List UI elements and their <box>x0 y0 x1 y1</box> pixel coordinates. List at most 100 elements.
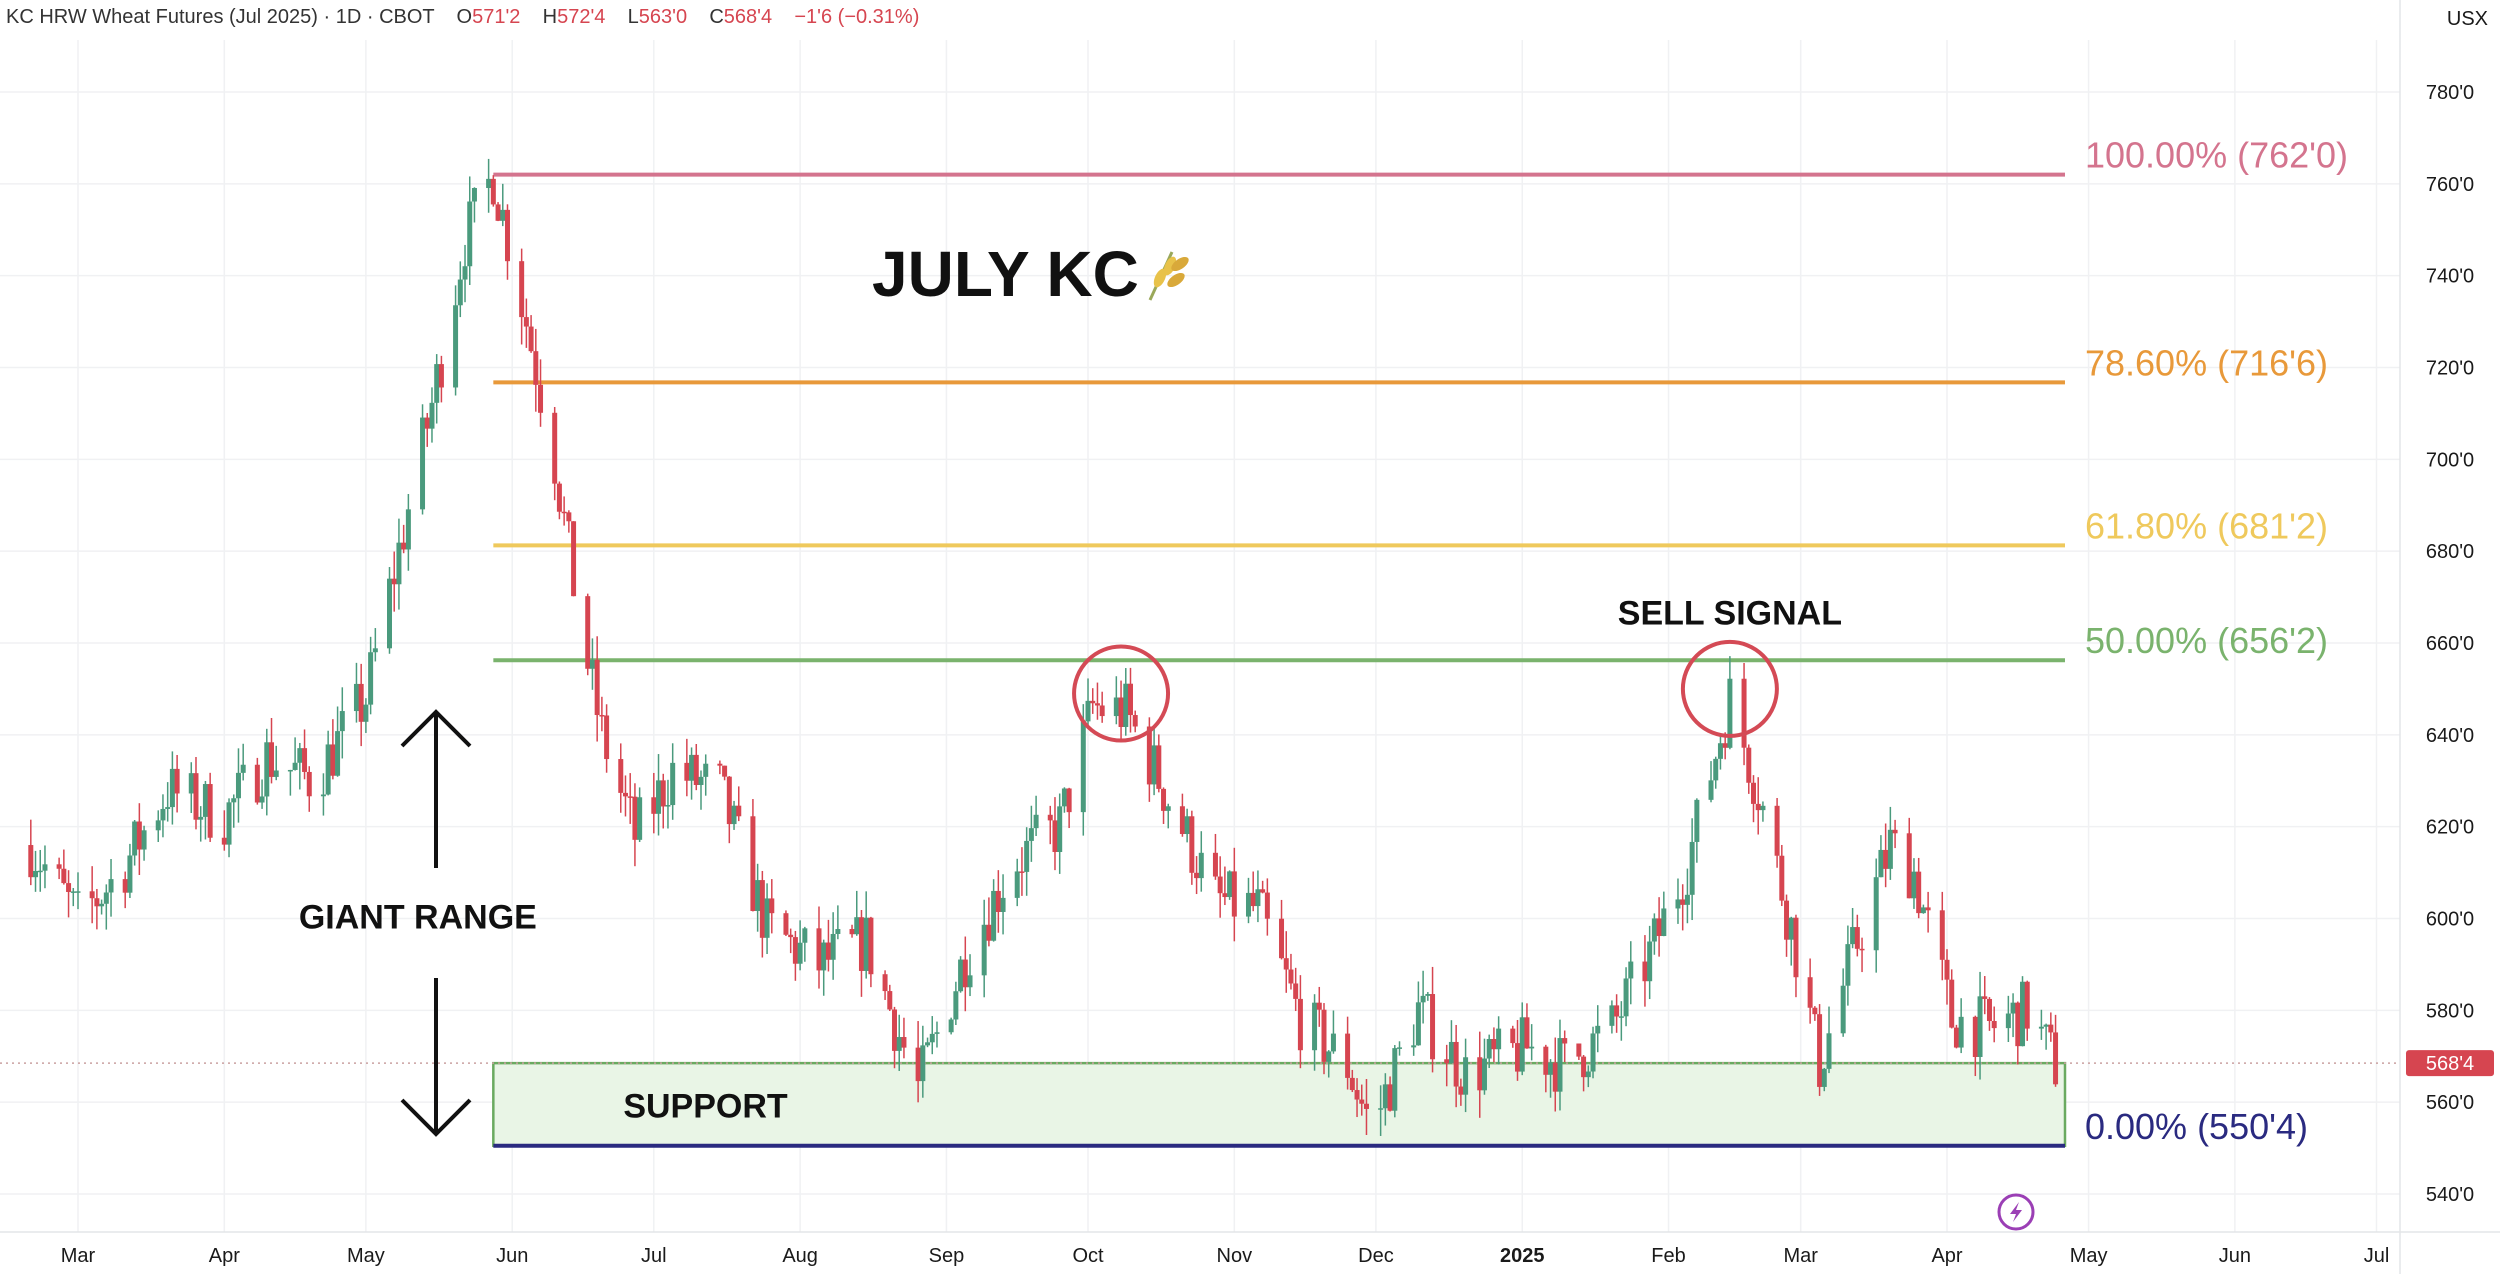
candle-body <box>604 715 610 760</box>
y-tick-label: 700'0 <box>2426 449 2474 471</box>
candle-body <box>1609 1005 1615 1026</box>
candle-body <box>656 780 662 814</box>
y-tick-label: 540'0 <box>2426 1184 2474 1206</box>
highlight-circle[interactable] <box>1680 639 1779 738</box>
candle-body <box>1628 961 1634 979</box>
candle-body <box>882 974 888 992</box>
candle-body <box>1614 1005 1620 1017</box>
candle-body <box>1920 907 1926 914</box>
x-tick-label: 2025 <box>1500 1245 1545 1267</box>
candle-body <box>1047 814 1053 821</box>
candle-body <box>368 652 374 705</box>
candle-body <box>61 868 67 884</box>
high-label: H <box>542 6 558 28</box>
y-tick-label: 760'0 <box>2426 174 2474 196</box>
candle-body <box>1189 816 1195 873</box>
close-value: 568'4 <box>723 6 773 28</box>
candle-body <box>849 929 855 935</box>
candle-body <box>750 816 756 911</box>
candle-body <box>1949 979 1955 1028</box>
candle-body <box>108 879 114 893</box>
candle-body <box>1982 996 1988 999</box>
symbol-info[interactable]: KC HRW Wheat Futures (Jul 2025) · 1D · C… <box>6 6 435 28</box>
candle-body <box>1052 820 1058 853</box>
candle-body <box>486 178 492 189</box>
candle-body <box>1581 1056 1587 1078</box>
candle-body <box>1991 1021 1997 1029</box>
candle-body <box>981 924 987 976</box>
candle-body <box>1585 1071 1591 1078</box>
candle-body <box>797 942 803 964</box>
candle-body <box>991 890 997 941</box>
candle-body <box>1264 892 1270 919</box>
x-tick-label: Mar <box>61 1245 96 1267</box>
chart-title: JULY KC <box>872 238 1139 310</box>
candle-body <box>1812 1007 1818 1015</box>
candle-body <box>594 659 600 716</box>
lightning-icon[interactable] <box>1997 1193 2035 1231</box>
candle-body <box>1146 726 1152 785</box>
candle-body <box>2024 981 2030 1029</box>
low-value: 563'0 <box>638 6 688 28</box>
candle-body <box>193 773 199 820</box>
candle-body <box>1618 1016 1624 1018</box>
candle-body <box>929 1033 935 1043</box>
candle-body <box>457 279 463 306</box>
candle-body <box>1972 1016 1978 1057</box>
candle-body <box>103 892 109 904</box>
candle-body <box>764 898 770 938</box>
candle-body <box>1326 1051 1332 1062</box>
candle-body <box>1227 871 1233 898</box>
open-value: 571'2 <box>472 6 521 28</box>
candle-body <box>169 768 175 808</box>
candle-body <box>589 659 595 669</box>
highlight-circle[interactable] <box>1072 644 1171 743</box>
candle-body <box>165 807 171 809</box>
candle-body <box>141 830 147 850</box>
x-tick-label: Apr <box>209 1245 240 1267</box>
change-value: −1'6 (−0.31%) <box>794 6 920 28</box>
candle-body <box>1854 927 1860 949</box>
candle-body <box>2020 981 2026 1047</box>
candle-body <box>722 765 728 777</box>
candle-body <box>1892 829 1898 834</box>
candle-body <box>1458 1086 1464 1095</box>
symbol-header: KC HRW Wheat Futures (Jul 2025) · 1D · C… <box>6 6 919 29</box>
candle-body <box>372 648 378 653</box>
candle-body <box>136 821 142 850</box>
x-tick-label: Oct <box>1072 1245 1104 1267</box>
x-tick-label: Aug <box>782 1245 818 1267</box>
x-tick-label: Jun <box>2219 1245 2251 1267</box>
candle-body <box>287 769 293 772</box>
candle-body <box>788 934 794 938</box>
support-zone[interactable] <box>492 1061 2067 1148</box>
candle-body <box>1061 788 1067 807</box>
candle-body <box>1491 1039 1497 1050</box>
candle-body <box>1245 892 1251 917</box>
last-price-value: 568'4 <box>2426 1053 2474 1075</box>
candle-body <box>1057 806 1063 853</box>
candle-body <box>1194 872 1200 879</box>
candle-body <box>325 744 331 795</box>
candle-body <box>1330 1033 1336 1052</box>
candle-body <box>1925 907 1931 911</box>
candle-body <box>1519 1017 1525 1072</box>
candle-body <box>1623 978 1629 1017</box>
currency-label[interactable]: USX <box>2446 8 2488 30</box>
candle-body <box>618 759 624 793</box>
candle-body <box>986 924 992 941</box>
candle-body <box>490 178 496 205</box>
candle-body <box>1595 1025 1601 1034</box>
candle-body <box>1496 1028 1502 1050</box>
candle-body <box>56 864 62 869</box>
candle-body <box>235 772 241 799</box>
candle-body <box>1312 1002 1318 1051</box>
candle-body <box>1463 1057 1469 1095</box>
candle-body <box>528 326 534 352</box>
candle-body <box>1387 1084 1393 1111</box>
candle-body <box>915 1047 921 1082</box>
candle-body <box>1887 829 1893 869</box>
candle-body <box>1477 1057 1483 1091</box>
candle-body <box>792 937 798 964</box>
